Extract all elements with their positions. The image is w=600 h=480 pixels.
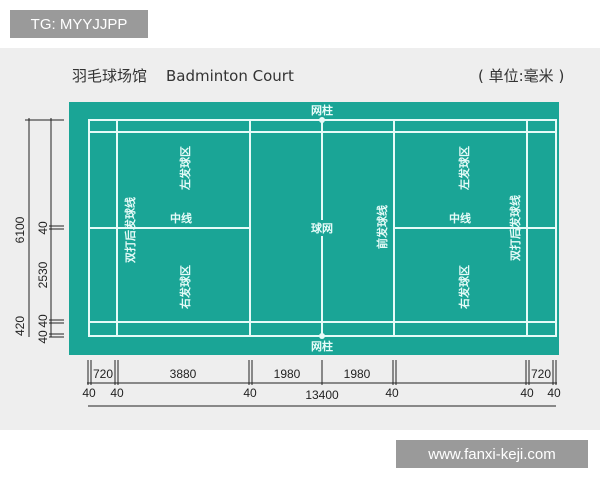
label-net: 球网 bbox=[311, 221, 333, 235]
dim-front-right: 1980 bbox=[344, 367, 371, 381]
label-left-service-right: 左发球区 bbox=[457, 146, 471, 191]
dim-back-alley-left: 720 bbox=[93, 367, 113, 381]
dim-side-alley: 420 bbox=[13, 316, 27, 336]
dim-front-left: 1980 bbox=[274, 367, 301, 381]
dim-line-l3: 40 bbox=[243, 386, 257, 400]
title-en: Badminton Court bbox=[166, 67, 294, 85]
dim-line-3: 40 bbox=[36, 330, 50, 344]
dim-service-court-left: 3880 bbox=[170, 367, 197, 381]
dim-line-2: 40 bbox=[36, 314, 50, 328]
net-post-bottom bbox=[319, 333, 325, 339]
label-center-left: 中线 bbox=[170, 211, 192, 225]
horizontal-dimension-lines bbox=[87, 360, 557, 407]
unit-label: ( 单位:毫米 ) bbox=[478, 67, 564, 85]
dim-line-l2: 40 bbox=[110, 386, 124, 400]
label-net-post-top: 网柱 bbox=[311, 103, 333, 117]
label-net-post-bottom: 网柱 bbox=[311, 339, 333, 353]
label-front-service: 前发球线 bbox=[375, 205, 389, 249]
dim-line-l4: 40 bbox=[385, 386, 399, 400]
title-cn: 羽毛球场馆 bbox=[72, 67, 147, 85]
dim-total-width: 6100 bbox=[13, 216, 27, 243]
watermark-top: TG: MYYJJPP bbox=[10, 10, 148, 38]
label-doubles-back-left: 双打后发球线 bbox=[123, 197, 137, 263]
label-right-service-right: 右发球区 bbox=[457, 265, 471, 310]
dim-total-length: 13400 bbox=[305, 388, 339, 402]
dim-line-l6: 40 bbox=[547, 386, 561, 400]
dim-line-l5: 40 bbox=[520, 386, 534, 400]
dim-mid: 2530 bbox=[36, 261, 50, 288]
label-right-service-left: 右发球区 bbox=[178, 265, 192, 310]
label-center-right: 中线 bbox=[449, 211, 471, 225]
vertical-dimension-lines bbox=[25, 118, 64, 338]
label-left-service-left: 左发球区 bbox=[178, 146, 192, 191]
net-post-top bbox=[319, 117, 325, 123]
dim-back-alley-right: 720 bbox=[531, 367, 551, 381]
watermark-bottom: www.fanxi-keji.com bbox=[396, 440, 588, 468]
label-doubles-back-right: 双打后发球线 bbox=[508, 195, 522, 261]
dim-line-1: 40 bbox=[36, 221, 50, 235]
dim-line-l1: 40 bbox=[82, 386, 96, 400]
